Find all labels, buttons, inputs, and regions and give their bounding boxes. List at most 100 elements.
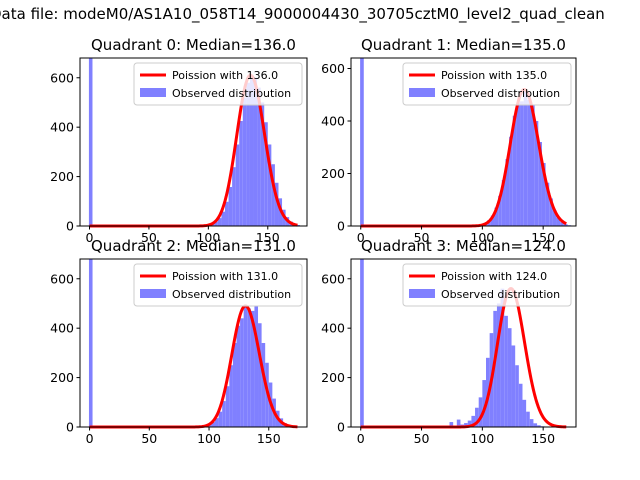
quadrant-1-bar <box>523 89 528 226</box>
quadrant-3-bar <box>478 397 483 427</box>
quadrant-3-legend-box <box>402 263 572 307</box>
quadrant-1-xtick-label: 0 <box>357 230 365 245</box>
quadrant-3-title: Quadrant 3: Median=124.0 <box>361 237 566 255</box>
quadrant-3-bar <box>511 345 516 427</box>
quadrant-3-bar-spike <box>360 259 364 427</box>
quadrant-1-bar <box>520 101 524 226</box>
quadrant-3-bar <box>482 380 486 427</box>
quadrant-1-bar <box>560 222 564 226</box>
quadrant-2-panel: 0 50 100 150 0 200 400 600 Quadrant 2: Median=13… <box>50 237 308 446</box>
quadrant-3-bar <box>464 423 468 427</box>
quadrant-1-bar <box>509 136 513 226</box>
quadrant-0-axes-frame <box>79 57 308 227</box>
quadrant-3-ytick-label: 400 <box>321 321 345 336</box>
quadrant-3-bar <box>526 411 530 427</box>
quadrant-0-ytick-label: 400 <box>50 120 74 135</box>
quadrant-0-bar <box>257 87 261 226</box>
quadrant-2-bar <box>243 305 248 427</box>
quadrant-2-bar <box>229 365 233 427</box>
quadrant-0-bar <box>242 97 247 226</box>
quadrant-1-bar <box>538 142 542 226</box>
quadrant-2-legend-patch-swatch <box>140 289 166 298</box>
quadrant-0-bar <box>249 75 254 226</box>
quadrant-2-bar-spike <box>88 259 93 427</box>
quadrant-0-bar <box>274 182 279 226</box>
quadrant-0-bar <box>221 211 225 226</box>
quadrant-2-bar <box>232 343 237 427</box>
quadrant-1-bar <box>556 217 561 226</box>
quadrant-2-xtick-label: 100 <box>197 431 221 446</box>
quadrant-1-bar <box>534 121 539 226</box>
quadrant-1-xtick-label: 150 <box>531 230 555 245</box>
quadrant-2-bar <box>222 401 226 427</box>
quadrant-0-title: Quadrant 0: Median=136.0 <box>91 36 296 54</box>
quadrant-3-poisson-line <box>360 287 567 429</box>
quadrant-0-bar <box>235 144 240 226</box>
quadrant-3-bar <box>507 328 512 427</box>
quadrant-0-ytick-label: 600 <box>50 70 74 85</box>
quadrant-2-ytick-label: 600 <box>50 271 74 286</box>
quadrant-3-legend-patch-swatch <box>409 289 435 298</box>
quadrant-0-bar-spike <box>88 58 93 226</box>
quadrant-3-ytick-label: 600 <box>321 271 345 286</box>
quadrant-3-bar <box>515 365 519 427</box>
quadrant-2-legend-box <box>133 263 303 307</box>
quadrant-1-bar <box>501 180 506 226</box>
quadrant-2-ytick-label: 0 <box>66 420 74 435</box>
quadrant-0-legend-box <box>133 62 303 106</box>
quadrant-1-axes-frame <box>350 57 577 227</box>
quadrant-3-bar <box>537 425 541 427</box>
quadrant-1-xtick-label: 100 <box>470 230 494 245</box>
quadrant-2-bar <box>261 343 266 427</box>
quadrant-1-bar <box>541 163 546 226</box>
quadrant-0-bar <box>228 186 233 226</box>
quadrant-3-bar <box>518 383 523 427</box>
quadrant-1-bar-spike <box>360 58 364 226</box>
quadrant-1-bar <box>512 115 517 226</box>
figure-suptitle: Data file: modeM0/AS1A10_058T14_90000044… <box>0 5 605 23</box>
quadrant-3-bar <box>533 423 538 427</box>
quadrant-3-legend-observed: Observed distribution <box>441 288 560 301</box>
quadrant-1-legend-patch-swatch <box>409 88 435 97</box>
quadrant-2-xtick-label: 0 <box>86 431 94 446</box>
quadrant-1-legend-observed: Observed distribution <box>441 87 560 100</box>
quadrant-3-bar <box>522 399 527 427</box>
quadrant-2-title: Quadrant 2: Median=131.0 <box>91 237 296 255</box>
quadrant-1-bar <box>531 105 535 226</box>
quadrant-1-xtick-label: 50 <box>414 230 430 245</box>
quadrant-3-bar <box>500 288 505 427</box>
quadrant-0-bar <box>232 167 236 226</box>
quadrant-1-ytick-label: 400 <box>321 114 345 129</box>
quadrant-1-bar <box>527 100 531 226</box>
quadrant-2-legend-observed: Observed distribution <box>172 288 291 301</box>
quadrant-0-bar <box>224 201 229 226</box>
quadrant-3-bar <box>475 407 479 427</box>
quadrant-1-legend-box <box>402 62 572 106</box>
quadrant-3-axes-frame <box>350 258 577 428</box>
quadrant-3-bar <box>496 303 501 427</box>
quadrant-1-ytick-label: 200 <box>321 166 345 181</box>
quadrant-3-bar <box>493 310 497 427</box>
quadrant-2-xtick-label: 50 <box>141 431 157 446</box>
quadrant-1-ytick-label: 0 <box>337 219 345 234</box>
quadrant-2-legend-poisson: Poission with 131.0 <box>172 270 278 283</box>
quadrant-0-bar <box>217 218 222 226</box>
quadrant-0-bar <box>239 121 243 226</box>
quadrant-2-bar <box>247 308 251 427</box>
quadrant-1-panel: 0 50 100 150 0 200 400 600 Quadrant 1: Median=13… <box>321 36 577 245</box>
quadrant-2-bar <box>254 305 259 427</box>
quadrant-1-bar <box>498 195 502 226</box>
quadrant-3-bar <box>456 419 461 427</box>
quadrant-1-bar <box>563 224 568 226</box>
quadrant-0-legend-observed: Observed distribution <box>172 87 291 100</box>
quadrant-0-legend-patch-swatch <box>140 88 166 97</box>
quadrant-1-ytick-label: 600 <box>321 61 345 76</box>
quadrant-0-bar <box>267 144 272 226</box>
quadrant-0-bar <box>246 82 250 227</box>
quadrant-2-ytick-label: 400 <box>50 321 74 336</box>
quadrant-0-bar <box>214 221 218 226</box>
quadrant-2-xtick-label: 150 <box>257 431 281 446</box>
quadrant-0-bar <box>260 102 265 226</box>
quadrant-1-bar <box>505 159 510 226</box>
